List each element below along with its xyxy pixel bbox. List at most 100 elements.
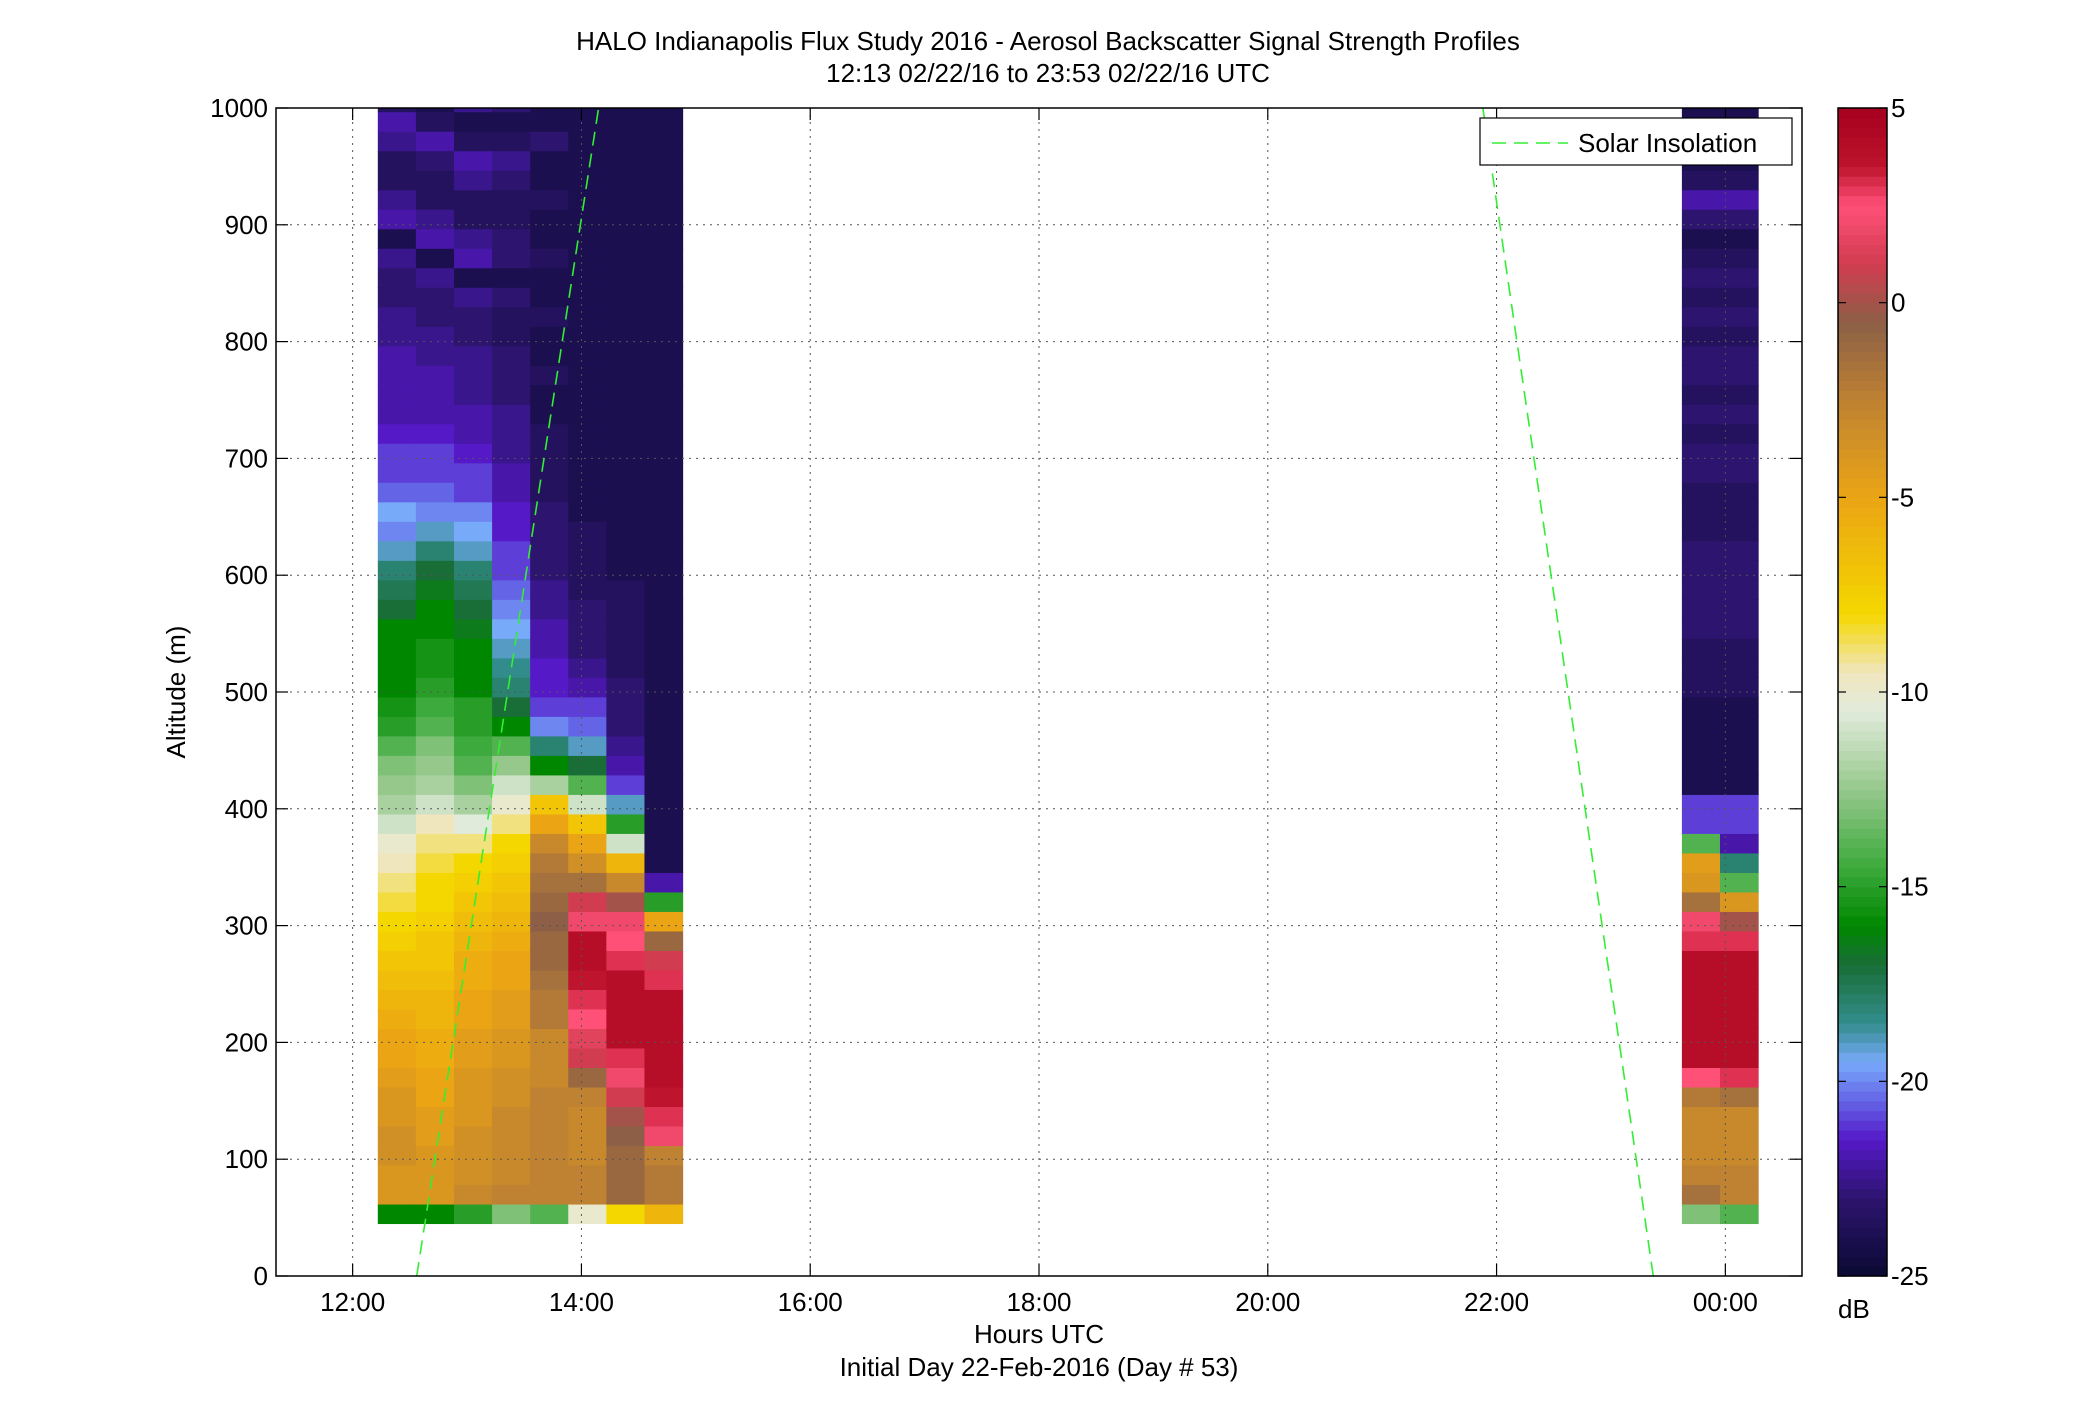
heatmap-cell: [644, 423, 684, 444]
heatmap-cell: [606, 462, 646, 483]
heatmap-cell: [1681, 911, 1721, 932]
colorbar-tick-label: -25: [1891, 1261, 1929, 1291]
legend-box: [1479, 117, 1793, 166]
heatmap-cell: [1719, 1125, 1759, 1147]
heatmap-cell: [415, 521, 455, 542]
heatmap-cell: [568, 540, 607, 561]
heatmap-cell: [644, 638, 684, 659]
heatmap-cell: [568, 930, 607, 951]
heatmap-cell: [530, 813, 569, 834]
heatmap-cell: [415, 1125, 455, 1147]
x-axis-ticks: 12:00 14:00 16:00 18:00 20:00 22:00 00:00: [320, 108, 1758, 1317]
x-tick-label: 12:00: [320, 1287, 385, 1317]
heatmap-cell: [1719, 108, 1759, 113]
colorbar-segment: [1838, 886, 1887, 897]
heatmap-cell: [606, 365, 646, 386]
heatmap-cell: [492, 287, 531, 308]
heatmap-cell: [606, 521, 646, 542]
y-tick-label: 500: [225, 677, 268, 707]
heatmap-cell: [568, 638, 607, 659]
heatmap-cell: [377, 735, 417, 756]
heatmap-cell: [377, 677, 417, 698]
heatmap-cell: [644, 111, 684, 132]
colorbar-segment: [1838, 984, 1887, 995]
heatmap-cell: [492, 170, 531, 191]
heatmap-cell: [1681, 1008, 1721, 1029]
heatmap-cell: [454, 108, 493, 113]
heatmap-cell: [415, 131, 455, 152]
heatmap-cell: [568, 911, 607, 932]
heatmap-cell: [454, 677, 493, 698]
colorbar-segment: [1838, 1246, 1887, 1258]
colorbar-tick-label: -20: [1891, 1066, 1929, 1096]
heatmap-cell: [606, 209, 646, 230]
heatmap-cell: [492, 774, 531, 795]
heatmap-cell: [1681, 638, 1721, 659]
heatmap-cell: [530, 1145, 569, 1166]
heatmap-cell: [606, 716, 646, 737]
colorbar-segment: [1838, 584, 1887, 596]
heatmap-cell: [377, 189, 417, 210]
heatmap-cell: [568, 108, 607, 113]
heatmap-cell: [568, 813, 607, 834]
heatmap-cell: [377, 1106, 417, 1127]
heatmap-cell: [454, 755, 493, 776]
heatmap-cell: [530, 131, 569, 152]
heatmap-cell: [454, 891, 493, 912]
colorbar-segment: [1838, 1061, 1887, 1073]
heatmap-cell: [1681, 891, 1721, 912]
heatmap-cell: [454, 1106, 493, 1127]
colorbar-segment: [1838, 828, 1887, 839]
heatmap-cell: [530, 774, 569, 795]
heatmap-cell: [530, 365, 569, 386]
heatmap-cell: [568, 189, 607, 210]
heatmap-cell: [606, 326, 646, 347]
heatmap-cell: [377, 833, 417, 854]
colorbar-segment: [1838, 857, 1887, 868]
colorbar-segment: [1838, 954, 1887, 966]
heatmap-cell: [568, 228, 607, 249]
colorbar-segment: [1838, 429, 1887, 440]
heatmap-cell: [377, 248, 417, 269]
colorbar-segment: [1838, 176, 1887, 187]
x-tick-label: 14:00: [549, 1287, 614, 1317]
heatmap-cell: [377, 150, 417, 171]
heatmap-cell: [377, 462, 417, 483]
heatmap-cell: [1681, 696, 1721, 717]
heatmap-cell: [454, 287, 493, 308]
heatmap-cell: [454, 833, 493, 854]
colorbar-segment: [1838, 137, 1887, 148]
heatmap-cell: [1681, 287, 1721, 308]
heatmap-cell: [568, 462, 607, 483]
colorbar-segment: [1838, 818, 1887, 829]
colorbar-segment: [1838, 370, 1887, 382]
heatmap-cell: [454, 189, 493, 210]
heatmap-cell: [1681, 989, 1721, 1010]
heatmap-cell: [606, 1047, 646, 1068]
heatmap-cell: [377, 423, 417, 444]
heatmap-cell: [644, 969, 684, 990]
heatmap-cell: [1719, 1106, 1759, 1127]
heatmap-cell: [644, 1008, 684, 1029]
heatmap-cell: [415, 774, 455, 795]
heatmap-cell: [644, 1086, 684, 1108]
colorbar-segment: [1838, 1042, 1887, 1053]
colorbar-segment: [1838, 896, 1887, 907]
heatmap-cell: [377, 345, 417, 366]
heatmap-cell: [415, 969, 455, 990]
heatmap-cell: [1681, 618, 1721, 639]
heatmap-cell: [1719, 423, 1759, 444]
heatmap-cell: [644, 462, 684, 483]
heatmap-cell: [606, 891, 646, 912]
heatmap-cell: [530, 560, 569, 581]
heatmap-cell: [415, 482, 455, 503]
heatmap-cell: [454, 657, 493, 678]
legend-entry-solar-insolation: Solar Insolation: [1578, 128, 1757, 158]
colorbar-segment: [1838, 1022, 1887, 1034]
heatmap-cell: [1681, 677, 1721, 698]
colorbar-segment: [1838, 643, 1887, 654]
heatmap-cell: [1681, 1164, 1721, 1186]
heatmap-cell: [530, 794, 569, 815]
y-tick-label: 300: [225, 911, 268, 941]
heatmap-cell: [530, 579, 569, 600]
